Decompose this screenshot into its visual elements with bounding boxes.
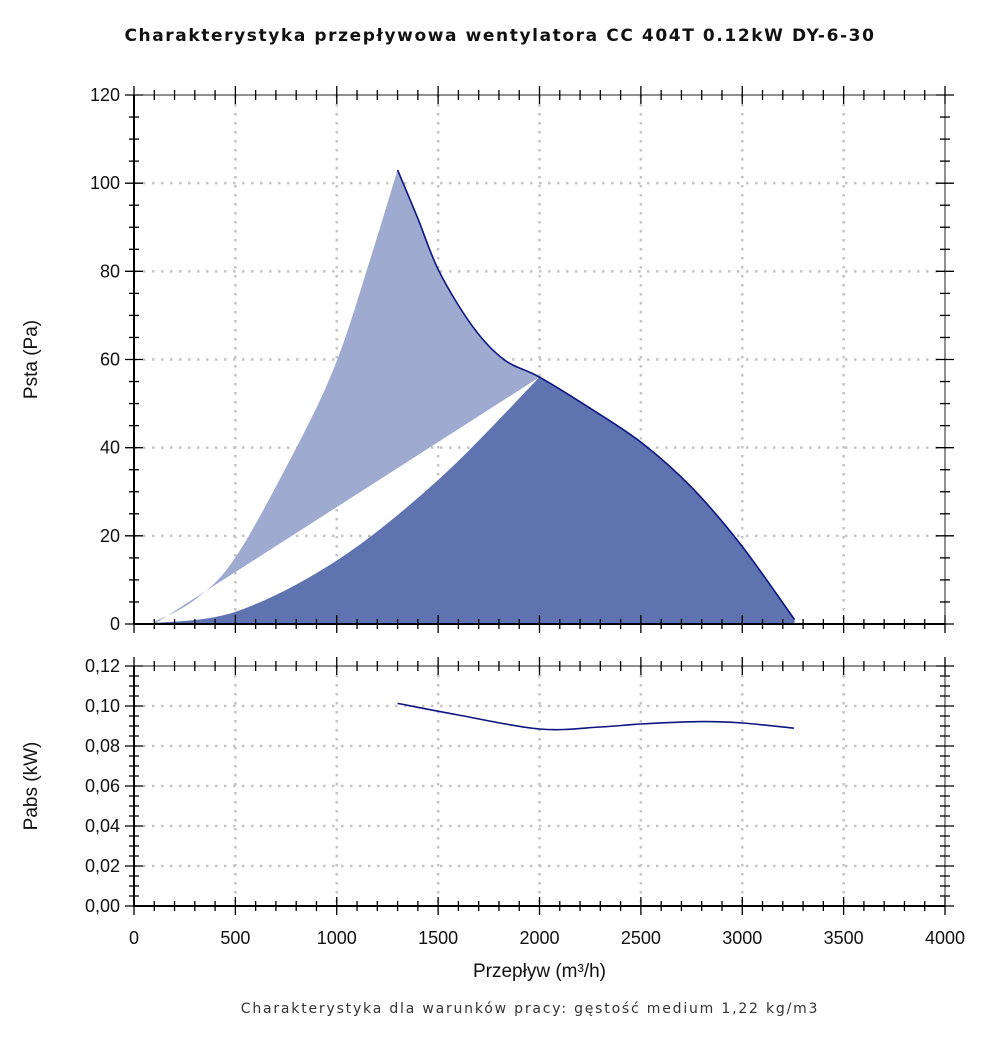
dark-operating-area	[154, 377, 795, 624]
x-tick-label: 2000	[519, 928, 559, 948]
y-axis-label: Psta (Pa)	[21, 320, 42, 399]
x-tick-label: 500	[220, 928, 250, 948]
y-tick-label: 0,10	[85, 696, 120, 716]
y-tick-label: 0,00	[85, 896, 120, 916]
fan-curve-line	[396, 169, 796, 621]
y-tick-label: 0,12	[85, 656, 120, 676]
y-tick-label: 0,02	[85, 856, 120, 876]
x-tick-label: 0	[129, 928, 139, 948]
y-tick-label: 100	[90, 173, 120, 193]
y-tick-label: 0,06	[85, 776, 120, 796]
footer-note: Charakterystyka dla warunków pracy: gęst…	[240, 1001, 820, 1017]
power-panel: 0,00 0,02 0,04 0,06 0,08 0,10 0,12 Pabs (kW) 0 50…	[21, 656, 965, 982]
y-tick-label: 80	[100, 261, 120, 281]
light-operating-area	[154, 169, 540, 625]
chart-title: Charakterystyka przepływowa wentylatora …	[124, 26, 876, 46]
x-tick-label: 3500	[824, 928, 864, 948]
y-axis-label: Pabs (kW)	[21, 742, 42, 831]
x-axis-label: Przepływ (m³/h)	[473, 961, 606, 982]
y-tick-label: 0	[110, 614, 120, 634]
x-tick-label: 2500	[621, 928, 661, 948]
y-tick-label: 0,08	[85, 736, 120, 756]
y-tick-label: 60	[100, 350, 120, 370]
y-tick-label: 0,04	[85, 816, 120, 836]
x-tick-label: 3000	[722, 928, 762, 948]
x-tick-label: 1500	[418, 928, 458, 948]
y-tick-label: 40	[100, 438, 120, 458]
x-tick-label: 1000	[317, 928, 357, 948]
x-tick-label: 4000	[925, 928, 965, 948]
pressure-panel: 0 20 40 60 80 100 120 Psta (Pa)	[21, 85, 954, 634]
y-tick-label: 120	[90, 85, 120, 105]
y-tick-label: 20	[100, 526, 120, 546]
power-curve-line	[397, 702, 795, 731]
